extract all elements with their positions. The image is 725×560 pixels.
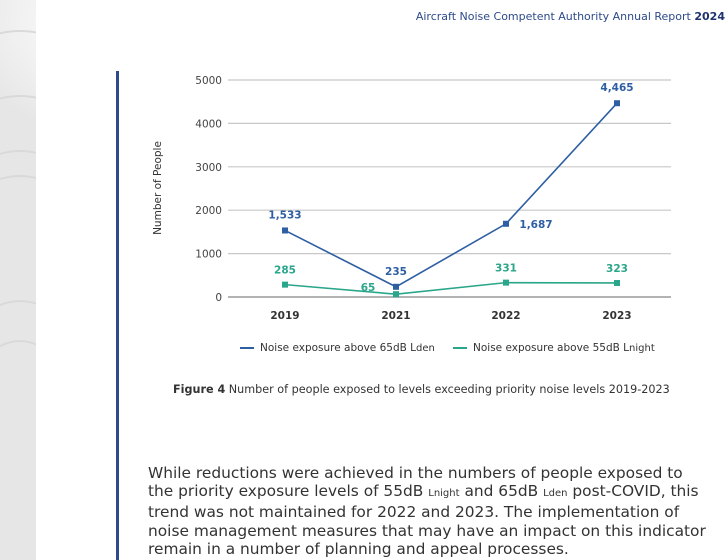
x-tick-label: 2021	[381, 310, 410, 322]
y-tick-label: 0	[215, 292, 222, 304]
series-line	[284, 102, 618, 288]
data-point-marker	[393, 283, 399, 290]
series-line	[284, 281, 618, 295]
x-tick-label: 2023	[602, 310, 631, 322]
report-title: Aircraft Noise Competent Authority Annua…	[415, 10, 691, 23]
data-point-marker	[614, 100, 620, 107]
data-point-marker	[503, 279, 509, 286]
y-tick-label: 2000	[195, 205, 222, 217]
figure-label: Figure 4	[173, 383, 226, 396]
legend-item-lnight: Noise exposure above 55dB Lnight	[453, 342, 655, 354]
data-label: 235	[385, 266, 407, 278]
legend-label-lnight: Noise exposure above 55dB Lnight	[473, 342, 655, 354]
y-tick-label: 3000	[195, 162, 222, 174]
body-paragraph: While reductions were achieved in the nu…	[148, 464, 706, 558]
y-tick-label: 1000	[195, 249, 222, 261]
data-point-marker	[282, 281, 288, 288]
data-label: 65	[361, 282, 376, 294]
legend-item-lden: Noise exposure above 65dB Lden	[240, 342, 435, 354]
decorative-background-panel	[0, 0, 36, 560]
data-point-marker	[503, 220, 509, 227]
report-header: Aircraft Noise Competent Authority Annua…	[416, 10, 725, 23]
y-axis-label: Number of People	[152, 141, 164, 235]
data-label: 4,465	[600, 82, 633, 94]
line-chart: 0 1000 2000 3000 4000 5000 2019 2021 2022 2023 Num…	[152, 75, 671, 322]
figure-caption-text: Number of people exposed to levels excee…	[228, 383, 670, 396]
data-point-marker	[282, 227, 288, 234]
report-year: 2024	[694, 10, 725, 23]
data-point-marker	[614, 279, 620, 286]
data-label: 1,533	[268, 209, 301, 221]
legend-swatch-lden	[240, 347, 254, 349]
legend-label-lden: Noise exposure above 65dB Lden	[260, 342, 435, 354]
data-label: 1,687	[519, 219, 552, 231]
figure-caption: Figure 4 Number of people exposed to lev…	[173, 383, 670, 396]
accent-rule	[116, 71, 119, 560]
data-label: 285	[274, 265, 296, 277]
data-label: 323	[606, 263, 628, 275]
x-tick-label: 2022	[491, 310, 520, 322]
data-point-marker	[393, 291, 399, 298]
data-label: 331	[495, 263, 517, 275]
x-tick-label: 2019	[270, 310, 299, 322]
y-tick-label: 5000	[195, 75, 222, 87]
y-tick-label: 4000	[195, 118, 222, 130]
legend-swatch-lnight	[453, 347, 467, 349]
